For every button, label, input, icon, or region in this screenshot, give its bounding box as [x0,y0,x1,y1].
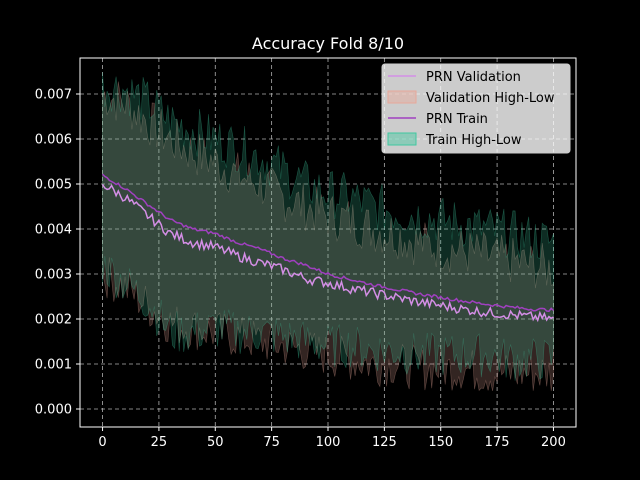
legend-swatch-band [387,90,417,104]
legend-label: Train High-Low [425,133,522,148]
y-tick-label: 0.006 [35,133,72,148]
x-tick-label: 100 [316,435,341,450]
x-tick-label: 0 [98,435,106,450]
prn-train-line [101,173,555,313]
x-tick-label: 150 [428,435,453,450]
y-tick-label: 0.002 [35,313,72,328]
legend-swatch-band [387,132,417,146]
legend-label: PRN Train [426,112,488,127]
y-tick-label: 0.004 [35,223,72,238]
x-tick-label: 125 [372,435,397,450]
chart-title: Accuracy Fold 8/10 [252,34,404,53]
y-tick-label: 0.003 [35,268,72,283]
legend: PRN Validation Validation High-Low PRN Tra… [381,63,571,154]
x-tick-label: 175 [485,435,510,450]
legend-box [381,63,571,154]
y-tick-label: 0.005 [35,178,72,193]
legend-label: Validation High-Low [426,91,555,106]
y-tick-label: 0.000 [35,403,72,418]
plot-area: 0 25 50 75 100 125 150 175 200 0.000 0.001 0.002 0.0… [35,57,577,450]
validation-high-low-band [102,81,554,392]
x-tick-label: 50 [207,435,224,450]
x-tick-label: 200 [541,435,566,450]
x-tick-label: 75 [263,435,280,450]
legend-label: PRN Validation [426,70,521,85]
y-tick-label: 0.001 [35,358,72,373]
y-tick-label: 0.007 [35,88,72,103]
prn-validation-line [101,183,554,323]
train-high-low-band [102,72,554,381]
x-tick-label: 25 [151,435,168,450]
